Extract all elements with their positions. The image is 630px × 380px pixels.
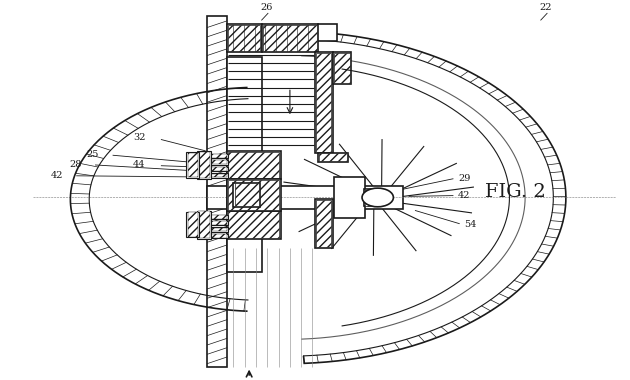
Bar (210, 215, 229, 219)
Bar (227, 151, 280, 179)
Text: 54: 54 (464, 220, 477, 229)
Bar (334, 177, 365, 218)
Bar (263, 25, 317, 51)
Bar (227, 57, 261, 272)
Bar (229, 25, 260, 51)
Bar (210, 221, 229, 225)
Bar (211, 215, 227, 219)
Text: 28: 28 (69, 160, 82, 169)
Bar (207, 16, 227, 367)
Bar (188, 153, 198, 177)
Bar (188, 212, 198, 237)
Bar (198, 211, 210, 238)
Bar (316, 200, 331, 247)
Text: 29: 29 (458, 174, 471, 183)
Text: FIG. 2: FIG. 2 (485, 183, 546, 201)
Bar (211, 154, 227, 158)
Bar (235, 183, 258, 206)
Bar (338, 181, 361, 214)
Bar (211, 160, 227, 164)
Bar (197, 151, 211, 179)
Bar (211, 228, 227, 231)
Bar (207, 186, 403, 209)
Bar (227, 179, 280, 211)
Bar (210, 173, 229, 178)
Bar (234, 182, 260, 207)
Bar (211, 234, 227, 238)
Bar (337, 180, 362, 214)
Text: 42: 42 (458, 191, 471, 200)
Circle shape (362, 188, 393, 207)
Bar (210, 167, 229, 171)
Bar (318, 24, 337, 41)
Bar (210, 154, 229, 158)
Bar (315, 52, 333, 153)
Text: 22: 22 (539, 3, 552, 12)
Bar (210, 227, 229, 232)
Bar (334, 52, 350, 83)
Bar (211, 167, 227, 171)
Text: 25: 25 (86, 150, 99, 159)
Bar (319, 154, 347, 161)
Bar (261, 24, 318, 52)
Bar (198, 152, 210, 178)
Bar (315, 200, 333, 248)
Text: 26: 26 (260, 3, 272, 12)
Bar (227, 24, 261, 52)
Bar (210, 234, 229, 238)
Bar (229, 152, 279, 178)
Bar (318, 153, 348, 162)
Bar (186, 212, 199, 238)
Bar (316, 52, 331, 152)
Text: 32: 32 (133, 133, 146, 142)
Bar (197, 211, 211, 239)
Bar (210, 160, 229, 165)
Bar (186, 152, 199, 178)
Bar (211, 174, 227, 177)
Bar (364, 189, 375, 206)
Bar (229, 211, 279, 238)
Bar (365, 189, 374, 206)
Text: 44: 44 (133, 160, 146, 169)
Bar (229, 179, 279, 210)
Bar (333, 52, 352, 84)
Text: 42: 42 (50, 171, 63, 180)
Bar (227, 211, 280, 239)
Bar (211, 222, 227, 225)
